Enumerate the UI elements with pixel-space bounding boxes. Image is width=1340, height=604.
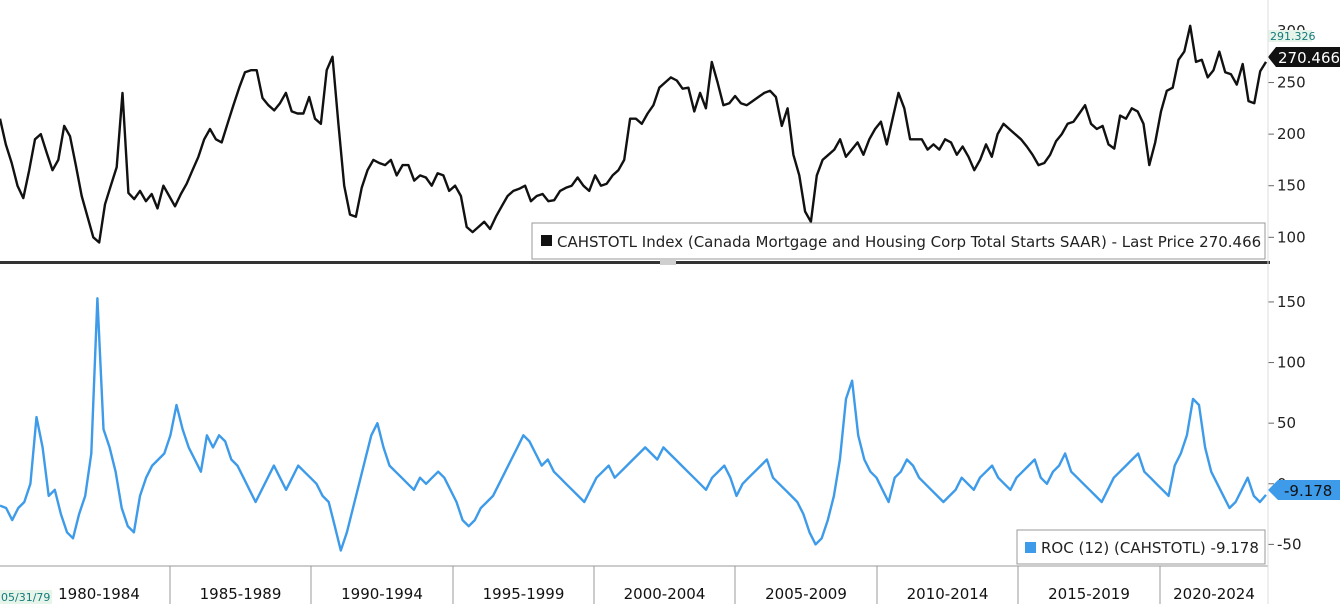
price-secondary-label-bg: [1268, 30, 1312, 42]
price-series-line: [0, 24, 1268, 244]
price-last-value-text: 270.466: [1278, 49, 1340, 67]
price-legend-label: CAHSTOTL Index (Canada Mortgage and Hous…: [557, 233, 1261, 251]
x-axis: 1980-1984 1985-1989 1990-1994 1995-1999 2000…: [0, 565, 1268, 604]
roc-panel: -50050100150 -9.178 ROC (12) (CAHSTOTL) …: [0, 293, 1340, 565]
price-y-tick-label: 100: [1277, 228, 1306, 246]
x-axis-labels: 1980-1984 1985-1989 1990-1994 1995-1999 2000…: [58, 566, 1255, 604]
price-y-tick-label: 200: [1277, 125, 1306, 143]
price-y-tick-label: 250: [1277, 74, 1306, 92]
price-panel: 100150200250300 291.326 270.466 CAHSTOTL…: [0, 22, 1340, 260]
roc-legend: ROC (12) (CAHSTOTL) -9.178: [1016, 529, 1266, 565]
price-last-marker: 291.326 270.466: [1268, 30, 1340, 67]
x-axis-label: 2005-2009: [765, 585, 847, 603]
x-axis-label: 2015-2019: [1048, 585, 1130, 603]
roc-legend-box: [1016, 529, 1266, 565]
roc-y-tick-label: -50: [1277, 535, 1302, 553]
x-axis-label: 1990-1994: [341, 585, 423, 603]
x-axis-label: 1985-1989: [200, 585, 282, 603]
roc-y-tick-label: 150: [1277, 293, 1306, 311]
price-legend: CAHSTOTL Index (Canada Mortgage and Hous…: [531, 222, 1266, 260]
panel-separator: [0, 261, 1270, 264]
roc-last-value-badge: [1268, 480, 1340, 500]
price-legend-box: [531, 222, 1266, 260]
roc-y-tick-label: 50: [1277, 414, 1296, 432]
start-date-label: 05/31/79: [1, 591, 50, 604]
price-legend-swatch: [541, 235, 552, 246]
price-secondary-label: 291.326: [1270, 30, 1316, 43]
roc-legend-swatch: [1025, 542, 1036, 553]
roc-series-line: [0, 297, 1267, 552]
roc-y-tick-label: 100: [1277, 354, 1306, 372]
x-axis-label: 2000-2004: [624, 585, 706, 603]
x-axis-label: 2010-2014: [907, 585, 989, 603]
panel-resize-handle[interactable]: [660, 260, 676, 265]
price-y-tick-label: 150: [1277, 177, 1306, 195]
x-axis-label: 2020-2024: [1173, 585, 1255, 603]
roc-last-marker: -9.178: [1268, 480, 1340, 500]
x-axis-label: 1995-1999: [483, 585, 565, 603]
roc-legend-label: ROC (12) (CAHSTOTL) -9.178: [1041, 539, 1259, 557]
start-date-bg: [0, 590, 52, 604]
roc-last-value-text: -9.178: [1284, 482, 1332, 500]
x-axis-label: 1980-1984: [58, 585, 140, 603]
price-last-value-badge: [1268, 47, 1340, 67]
